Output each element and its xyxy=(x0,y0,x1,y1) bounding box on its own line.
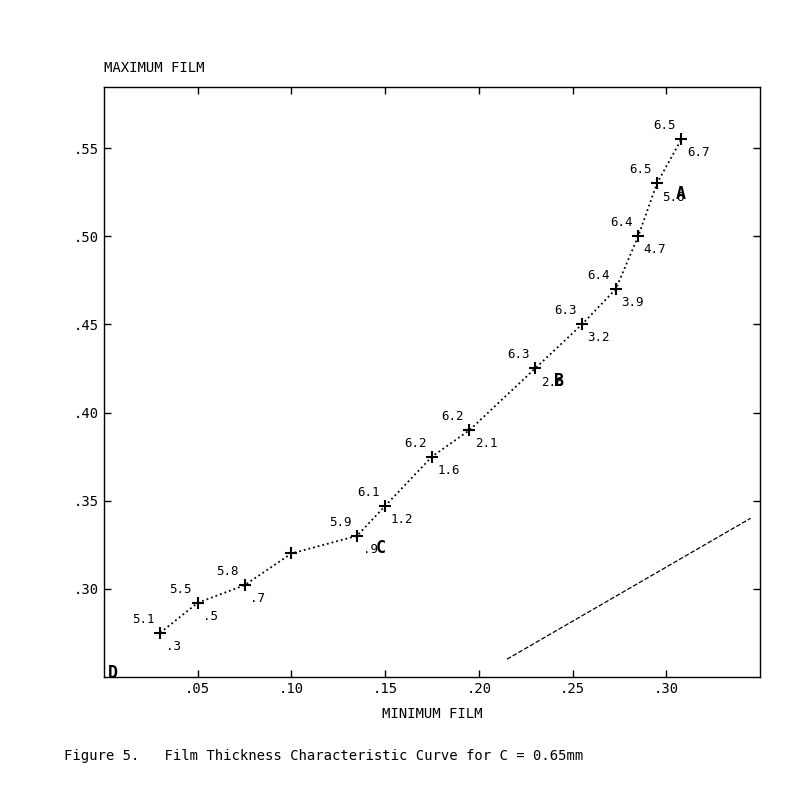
Text: Figure 5.   Film Thickness Characteristic Curve for C = 0.65mm: Figure 5. Film Thickness Characteristic … xyxy=(64,749,583,763)
Text: 3.9: 3.9 xyxy=(622,296,644,309)
Text: 6.2: 6.2 xyxy=(442,410,464,423)
Point xyxy=(675,133,688,146)
Text: 2.6: 2.6 xyxy=(541,375,563,389)
X-axis label: MINIMUM FILM: MINIMUM FILM xyxy=(382,707,482,721)
Text: 1.6: 1.6 xyxy=(438,464,460,477)
Point xyxy=(632,230,645,242)
Text: 6.5: 6.5 xyxy=(653,120,676,132)
Point xyxy=(610,283,622,295)
Text: 4.7: 4.7 xyxy=(644,243,666,257)
Point xyxy=(378,500,391,512)
Text: .9: .9 xyxy=(362,543,378,556)
Text: 5.6: 5.6 xyxy=(662,190,685,204)
Text: 6.7: 6.7 xyxy=(687,146,710,160)
Point xyxy=(650,177,663,190)
Text: B: B xyxy=(554,372,564,390)
Text: 6.5: 6.5 xyxy=(629,164,651,176)
Text: 6.4: 6.4 xyxy=(587,269,610,283)
Text: .5: .5 xyxy=(203,610,218,623)
Text: D: D xyxy=(108,664,118,682)
Point xyxy=(529,362,542,375)
Point xyxy=(463,424,476,437)
Point xyxy=(285,547,298,560)
Text: A: A xyxy=(676,185,686,203)
Text: 6.3: 6.3 xyxy=(554,305,576,317)
Text: .7: .7 xyxy=(250,593,265,605)
Text: 5.8: 5.8 xyxy=(217,565,239,578)
Text: 6.2: 6.2 xyxy=(404,437,426,449)
Point xyxy=(191,597,204,609)
Text: C: C xyxy=(376,539,386,557)
Text: 5.1: 5.1 xyxy=(132,613,154,626)
Text: 6.3: 6.3 xyxy=(507,349,530,361)
Text: 5.9: 5.9 xyxy=(329,515,351,529)
Point xyxy=(350,530,363,542)
Text: .3: .3 xyxy=(166,640,181,653)
Text: 2.1: 2.1 xyxy=(475,438,498,450)
Text: 1.2: 1.2 xyxy=(390,513,414,526)
Point xyxy=(575,318,588,331)
Text: 3.2: 3.2 xyxy=(587,331,610,345)
Text: MAXIMUM FILM: MAXIMUM FILM xyxy=(104,61,205,75)
Point xyxy=(238,579,251,592)
Text: 6.4: 6.4 xyxy=(610,216,633,229)
Point xyxy=(154,626,166,639)
Text: 5.5: 5.5 xyxy=(170,582,192,596)
Text: 6.1: 6.1 xyxy=(357,486,379,499)
Point xyxy=(426,450,438,463)
